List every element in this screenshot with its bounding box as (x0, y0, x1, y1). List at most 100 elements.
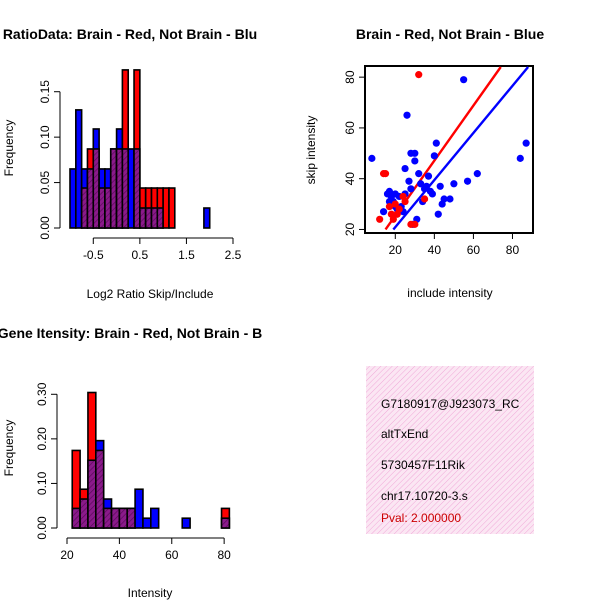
ratio-histogram-bar-overlap (80, 187, 89, 229)
scatter-point-notbrain (407, 185, 415, 193)
ratio-histogram-bar-overlap (121, 148, 130, 229)
scatter-point-notbrain (368, 154, 376, 162)
ratio-histogram-bar-notbrain (69, 168, 77, 229)
intensity-histogram-y-tick-label: 0.10 (35, 471, 49, 495)
intensity-histogram-bar-overlap (110, 507, 121, 529)
intensity-histogram-bar-overlap (71, 507, 81, 529)
scatter-point-notbrain (424, 172, 433, 180)
ratio-histogram-bar-overlap (86, 168, 95, 229)
intensity-histogram-y-tick-label: 0.20 (35, 427, 49, 451)
scatter-point-notbrain (411, 149, 419, 157)
scatter-y-tick-label: 60 (343, 121, 357, 135)
info-panel: G7180917@J923073_RC altTxEnd 5730457F11R… (366, 366, 534, 534)
info-type-text: altTxEnd (381, 427, 428, 441)
intensity-histogram-x-tick-label: 40 (113, 548, 127, 562)
info-panel-background (366, 366, 534, 534)
ratio-histogram-y-tick-label: 0.15 (38, 80, 52, 104)
scatter-point-notbrain (436, 182, 444, 190)
scatter-point-notbrain (411, 157, 419, 165)
intensity-histogram-panel: Gene Itensity: Brain - Red, Not Brain - … (0, 325, 262, 600)
scatter-point-notbrain (432, 139, 440, 147)
scatter-y-tick-label: 20 (343, 222, 357, 236)
ratio-histogram-y-tick-label: 0.05 (38, 171, 52, 195)
intensity-histogram-bar-overlap (220, 517, 231, 529)
scatter-point-notbrain (430, 152, 438, 160)
intensity-histogram-bar-notbrain (142, 517, 152, 529)
scatter-point-brain (395, 205, 403, 213)
intensity-histogram-axes: 0.00 0.10 0.20 0.30 20 40 60 80 (35, 382, 231, 562)
scatter-y-tick-label: 80 (343, 70, 357, 84)
scatter-ylabel: skip intensity (304, 116, 318, 185)
scatter-point-notbrain (405, 177, 413, 185)
intensity-histogram-bar-notbrain (134, 488, 144, 529)
scatter-point-notbrain (440, 195, 448, 203)
intensity-histogram-bar-overlap (87, 459, 97, 529)
info-pval-text: Pval: 2.000000 (381, 511, 461, 525)
scatter-points (368, 71, 530, 228)
intensity-histogram-bar-overlap (118, 507, 129, 529)
ratio-histogram-y-tick-label: 0.00 (38, 216, 52, 240)
ratio-histogram-x-tick-label: 0.5 (132, 248, 149, 262)
scatter-point-notbrain (422, 182, 431, 190)
ratio-histogram-y-tick-label: 0.10 (38, 125, 52, 149)
ratio-histogram-bar-overlap (115, 148, 124, 229)
scatter-point-notbrain (417, 180, 425, 188)
info-gene-text: 5730457F11Rik (381, 458, 466, 472)
scatter-y-tick-label: 40 (343, 172, 357, 186)
scatter-point-notbrain (463, 177, 472, 185)
intensity-histogram-bar-overlap (95, 449, 105, 529)
scatter-point-notbrain (446, 195, 454, 203)
ratio-histogram-ylabel: Frequency (2, 120, 16, 177)
scatter-point-notbrain (401, 164, 409, 173)
ratio-histogram-x-tick-label: 2.5 (225, 248, 242, 262)
scatter-point-brain (391, 200, 399, 208)
scatter-point-brain (415, 71, 423, 79)
intensity-histogram-x-tick-label: 20 (60, 548, 74, 562)
scatter-point-brain (385, 203, 394, 211)
intensity-histogram-title: Gene Itensity: Brain - Red, Not Brain - … (0, 325, 262, 341)
ratio-histogram-bar-notbrain (127, 148, 135, 229)
ratio-histogram-bar-brain (168, 187, 176, 229)
ratio-histogram-panel: RatioData: Brain - Red, Not Brain - Blu … (2, 26, 257, 301)
scatter-point-notbrain (473, 170, 481, 178)
scatter-point-notbrain (522, 139, 530, 147)
intensity-histogram-bar-overlap (79, 498, 89, 529)
ratio-histogram-bar-notbrain (75, 109, 83, 229)
intensity-histogram-ylabel: Frequency (2, 420, 16, 477)
scatter-point-brain (389, 215, 397, 223)
scatter-point-notbrain (428, 190, 436, 198)
intensity-histogram-y-tick-label: 0.30 (35, 382, 49, 406)
ratio-histogram-bar-overlap (150, 207, 159, 229)
ratio-histogram-bar-overlap (104, 187, 112, 229)
scatter-x-tick-label: 20 (389, 243, 403, 257)
ratio-histogram-bar-overlap (144, 207, 153, 229)
scatter-axes: 20 40 60 80 20 40 60 80 (343, 70, 519, 257)
ratio-histogram-x-tick-label: -0.5 (83, 248, 104, 262)
scatter-x-tick-label: 40 (428, 243, 442, 257)
scatter-point-notbrain (379, 208, 388, 216)
scatter-point-notbrain (516, 154, 524, 162)
scatter-point-notbrain (415, 170, 423, 178)
scatter-point-notbrain (450, 180, 458, 188)
scatter-fit-line-notbrain (392, 66, 530, 231)
intensity-histogram-bar-overlap (102, 507, 113, 529)
intensity-histogram-x-tick-label: 80 (217, 548, 231, 562)
ratio-histogram-x-tick-label: 1.5 (178, 248, 195, 262)
ratio-histogram-bar-overlap (156, 207, 164, 229)
scatter-point-notbrain (460, 76, 468, 84)
scatter-x-tick-label: 80 (506, 243, 520, 257)
ratio-histogram-bar-notbrain (203, 207, 211, 229)
ratio-histogram-bar-overlap (98, 187, 106, 229)
intensity-histogram-bar-notbrain (181, 517, 191, 529)
scatter-fit-lines (384, 66, 530, 231)
ratio-histogram-bar-overlap (109, 148, 118, 229)
scatter-point-brain (401, 197, 409, 206)
intensity-histogram-bars (71, 391, 231, 529)
scatter-point-brain (420, 195, 429, 203)
info-id-text: G7180917@J923073_RC (381, 397, 520, 411)
intensity-scatter-panel: Brain - Red, Not Brain - Blue 20 40 60 8020… (304, 26, 544, 300)
intensity-histogram-y-tick-label: 0.00 (35, 516, 49, 540)
scatter-point-notbrain (434, 210, 442, 218)
